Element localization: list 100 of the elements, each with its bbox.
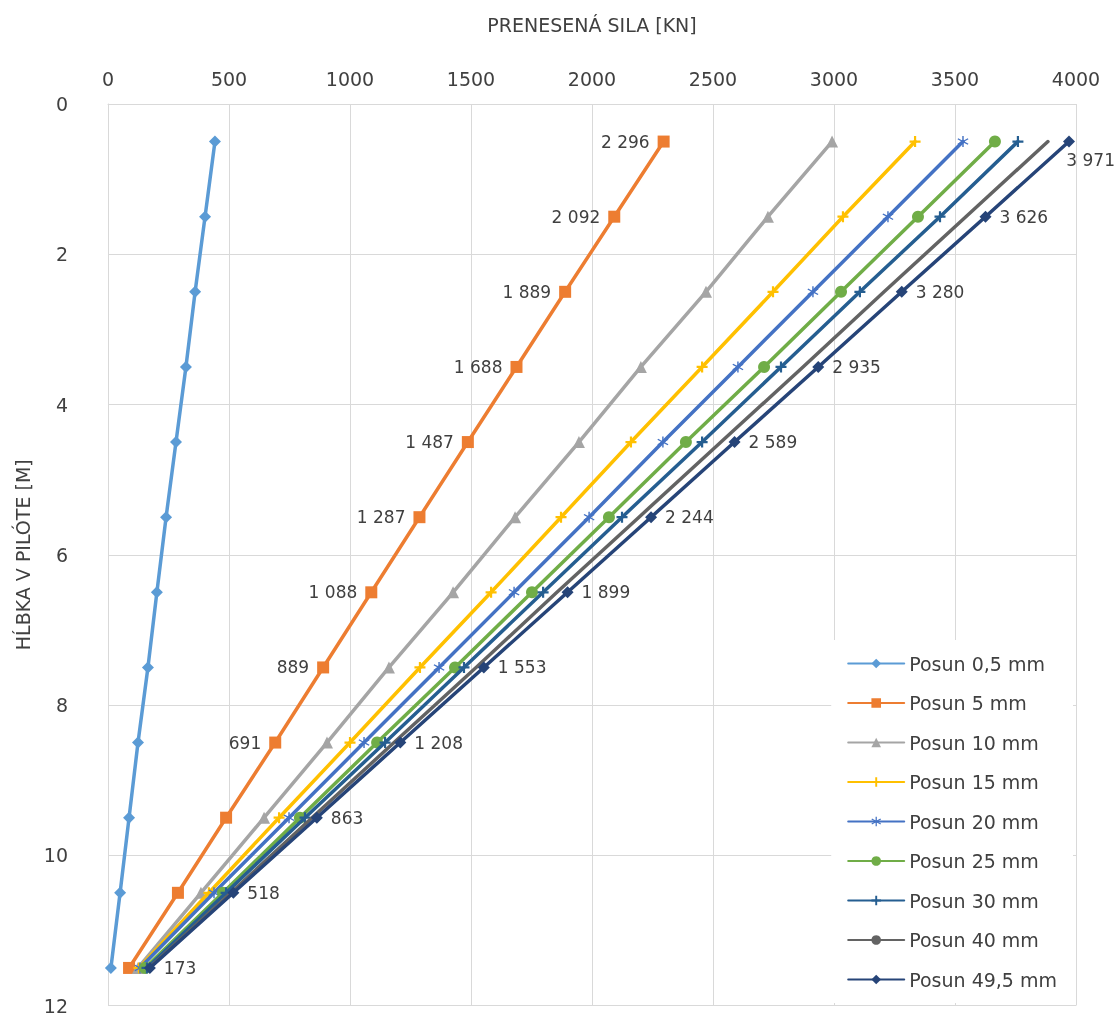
y-tick-label: 12 xyxy=(43,994,68,1015)
point xyxy=(882,211,894,223)
x-tick-label: 1500 xyxy=(446,67,496,90)
point xyxy=(447,586,460,599)
point xyxy=(657,135,670,148)
point xyxy=(728,436,741,449)
legend-label: Posun 15 mm xyxy=(909,771,1039,793)
point xyxy=(526,586,538,599)
point xyxy=(767,286,779,298)
point xyxy=(344,737,356,749)
annotation: 2 589 xyxy=(748,432,798,453)
point xyxy=(957,136,969,148)
legend-label: Posun 5 mm xyxy=(909,692,1027,714)
point xyxy=(583,511,595,523)
point xyxy=(561,586,574,599)
point xyxy=(911,210,924,223)
point xyxy=(979,210,992,223)
point xyxy=(123,961,136,974)
point xyxy=(358,737,370,749)
point xyxy=(758,360,771,373)
point xyxy=(273,812,285,824)
x-tick-label: 4000 xyxy=(1051,67,1101,90)
point xyxy=(696,436,708,448)
legend-label: Posun 30 mm xyxy=(909,889,1039,912)
annotation: 1 208 xyxy=(414,732,464,753)
annotation: 1 899 xyxy=(581,582,631,603)
annotation: 1 088 xyxy=(308,582,358,603)
point xyxy=(826,135,839,148)
point xyxy=(414,661,426,673)
point xyxy=(510,360,523,373)
point xyxy=(310,811,323,824)
point xyxy=(227,886,240,899)
point xyxy=(208,135,221,148)
annotation: 2 092 xyxy=(551,206,601,227)
point xyxy=(835,285,848,298)
point xyxy=(508,586,520,598)
point xyxy=(283,812,295,824)
annotation: 863 xyxy=(330,807,364,828)
x-axis-title: PRENESENÁ SILA [KN] xyxy=(487,13,697,36)
annotation: 3 626 xyxy=(999,206,1049,227)
legend-label: Posun 49,5 mm xyxy=(909,968,1058,991)
point xyxy=(934,211,946,223)
x-tick-label: 2500 xyxy=(688,67,738,90)
x-tick-label: 1000 xyxy=(325,67,375,90)
y-tick-label: 2 xyxy=(55,243,68,266)
y-tick-label: 10 xyxy=(43,844,68,867)
point xyxy=(458,661,470,673)
annotation: 1 688 xyxy=(453,356,503,377)
y-tick-label: 0 xyxy=(55,93,68,115)
legend-label: Posun 0,5 mm xyxy=(909,652,1045,675)
point xyxy=(555,511,567,523)
point xyxy=(413,511,426,524)
annotation: 2 296 xyxy=(600,131,650,152)
annotation: 1 553 xyxy=(497,657,547,678)
point xyxy=(269,736,282,749)
y-tick-label: 8 xyxy=(55,694,68,716)
x-tick-label: 3000 xyxy=(809,67,859,90)
y-tick-label: 6 xyxy=(55,543,68,566)
point xyxy=(775,361,787,373)
point xyxy=(602,511,615,524)
x-tick-label: 500 xyxy=(210,67,248,90)
point xyxy=(1012,136,1024,148)
point xyxy=(379,737,391,749)
annotation: 1 889 xyxy=(502,281,552,302)
point xyxy=(160,511,173,524)
y-tick-label: 4 xyxy=(55,393,68,416)
point xyxy=(696,361,708,373)
point xyxy=(1062,135,1075,148)
annotation: 3 280 xyxy=(915,281,965,302)
point xyxy=(485,586,497,598)
point xyxy=(141,661,154,674)
x-tick-label: 3500 xyxy=(930,67,980,90)
point xyxy=(477,661,490,674)
annotation: 1 287 xyxy=(356,507,406,528)
point xyxy=(394,736,407,749)
point xyxy=(812,360,825,373)
point xyxy=(220,811,233,824)
x-tick-label: 0 xyxy=(101,67,115,90)
point xyxy=(321,736,334,749)
annotation: 889 xyxy=(276,657,310,678)
annotation: 1 487 xyxy=(405,432,454,453)
legend-label: Posun 40 mm xyxy=(909,929,1039,951)
point xyxy=(171,886,184,899)
point xyxy=(625,436,637,448)
point xyxy=(258,811,271,824)
point xyxy=(365,586,378,599)
point xyxy=(645,511,658,524)
point xyxy=(537,586,549,598)
point xyxy=(732,361,744,373)
point xyxy=(807,286,819,298)
annotation: 2 244 xyxy=(665,507,714,528)
y-axis-title: HĹBKA V PILÓTE [M] xyxy=(11,459,35,651)
annotation: 518 xyxy=(247,882,280,903)
annotation: 173 xyxy=(163,957,197,978)
point xyxy=(461,436,474,449)
legend-label: Posun 10 mm xyxy=(909,731,1039,754)
point xyxy=(837,211,849,223)
annotation: 2 935 xyxy=(832,356,881,377)
point xyxy=(679,436,692,449)
point xyxy=(657,436,669,448)
